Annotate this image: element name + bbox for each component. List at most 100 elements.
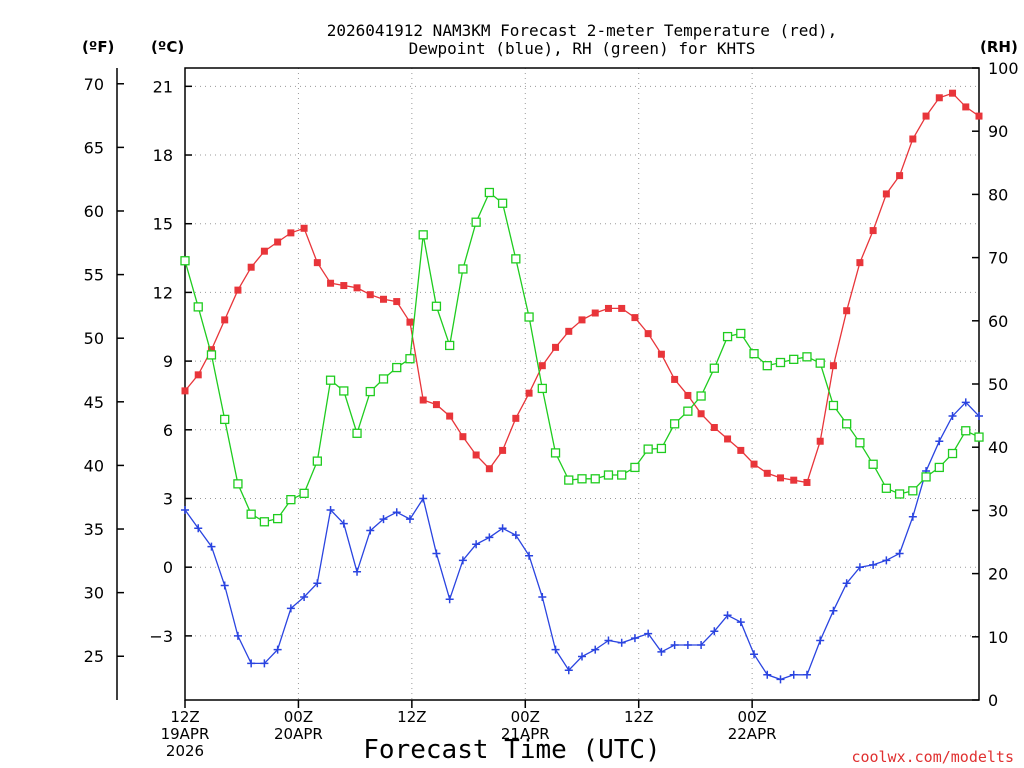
dewpoint-point: [802, 670, 811, 679]
temperature-point: [380, 295, 387, 303]
temperature-point: [207, 346, 215, 354]
dewpoint-point: [816, 636, 825, 645]
dewpoint-point: [419, 494, 428, 503]
temperature-point: [340, 282, 348, 290]
temperature-point: [935, 94, 943, 102]
dewpoint-point: [233, 631, 242, 640]
rh-point: [974, 432, 984, 442]
dewpoint-point: [644, 629, 653, 638]
dewpoint-point: [498, 524, 507, 533]
celsius-tick-label: 12: [153, 283, 173, 302]
temperature-point: [724, 435, 732, 443]
dewpoint-point: [789, 670, 798, 679]
time-tick-label: 00Z: [511, 708, 540, 726]
temperature-point: [896, 172, 904, 180]
temperature-point: [882, 190, 890, 198]
temperature-point: [763, 469, 771, 477]
temperature-point: [909, 135, 917, 143]
rh-tick-label: 40: [988, 438, 1008, 457]
rh-point: [789, 354, 799, 365]
dewpoint-point: [736, 618, 745, 627]
series-layer: [180, 89, 984, 684]
fahrenheit-tick-label: 40: [84, 456, 104, 475]
temperature-point: [790, 476, 798, 484]
celsius-tick-label: 15: [153, 215, 173, 234]
celsius-tick-label: 18: [153, 146, 173, 165]
plot-area: [184, 67, 980, 701]
time-tick-label: 19APR: [161, 725, 210, 743]
rh-point: [431, 301, 442, 311]
dewpoint-point: [617, 638, 626, 647]
rh-axis-unit: (RH): [980, 38, 1018, 56]
rh-point: [908, 486, 918, 496]
time-tick-label: 22APR: [728, 725, 777, 743]
rh-point: [418, 230, 428, 240]
rh-point: [656, 443, 667, 454]
celsius-tick-label: 21: [153, 77, 173, 96]
temperature-point: [327, 279, 335, 287]
rh-point: [206, 350, 217, 360]
rh-point: [775, 357, 786, 368]
temperature-point: [803, 478, 811, 486]
fahrenheit-tick-label: 65: [84, 138, 104, 157]
temperature-point: [221, 316, 229, 324]
celsius-axis: 21 18 15 12 9 6 3 0 −3: [149, 77, 192, 646]
dewpoint-point: [829, 606, 838, 615]
temperature-point: [247, 263, 255, 271]
chart-title-line2: Dewpoint (blue), RH (green) for KHTS: [409, 39, 756, 58]
dewpoint-point: [551, 645, 560, 654]
dewpoint-point: [181, 505, 189, 514]
rh-point: [220, 414, 230, 425]
celsius-axis-unit: (ºC): [151, 38, 184, 56]
temperature-point: [485, 465, 493, 473]
dewpoint-point: [220, 581, 229, 590]
temperature-point: [472, 451, 480, 459]
fahrenheit-axis: 70 65 60 55 50 45 40 35 30 25: [84, 75, 124, 666]
rh-point: [299, 488, 309, 498]
rh-point: [497, 198, 508, 208]
dewpoint-point: [472, 540, 481, 549]
fahrenheit-tick-label: 50: [84, 329, 104, 348]
temperature-point: [287, 229, 295, 237]
celsius-tick-label: 6: [163, 421, 173, 440]
temperature-point: [565, 327, 573, 335]
dewpoint-point: [657, 647, 666, 656]
dewpoint-point: [855, 563, 864, 572]
fahrenheit-tick-label: 30: [84, 584, 104, 603]
rh-tick-label: 0: [988, 691, 998, 710]
temperature-point: [829, 362, 837, 370]
temperature-point: [697, 410, 705, 418]
fahrenheit-tick-label: 70: [84, 75, 104, 94]
rh-point: [894, 489, 905, 499]
dewpoint-point: [392, 508, 401, 517]
dewpoint-point: [538, 592, 547, 601]
temperature-point: [644, 330, 652, 338]
dewpoint-point: [697, 641, 706, 650]
dewpoint-point: [723, 611, 732, 620]
rh-point: [564, 475, 574, 485]
rh-point: [511, 254, 521, 264]
dewpoint-point: [882, 556, 891, 565]
dewpoint-point: [591, 645, 600, 654]
dewpoint-point: [326, 505, 335, 514]
temperature-point: [499, 446, 507, 454]
rh-point: [881, 483, 892, 493]
temperature-point: [366, 291, 374, 299]
rh-point: [458, 264, 468, 274]
rh-point: [193, 302, 203, 312]
temperature-point: [446, 412, 454, 420]
temperature-line: [184, 92, 980, 484]
temperature-point: [671, 375, 679, 383]
temperature-point: [843, 307, 851, 315]
temperature-point: [869, 227, 877, 235]
temperature-point: [922, 112, 930, 120]
dewpoint-point: [908, 512, 917, 521]
rh-point: [921, 472, 931, 482]
rh-tick-label: 90: [988, 122, 1008, 141]
temperature-point: [512, 414, 520, 422]
rh-tick-label: 70: [988, 249, 1008, 268]
dewpoint-point: [485, 533, 494, 542]
rh-point: [365, 386, 375, 397]
